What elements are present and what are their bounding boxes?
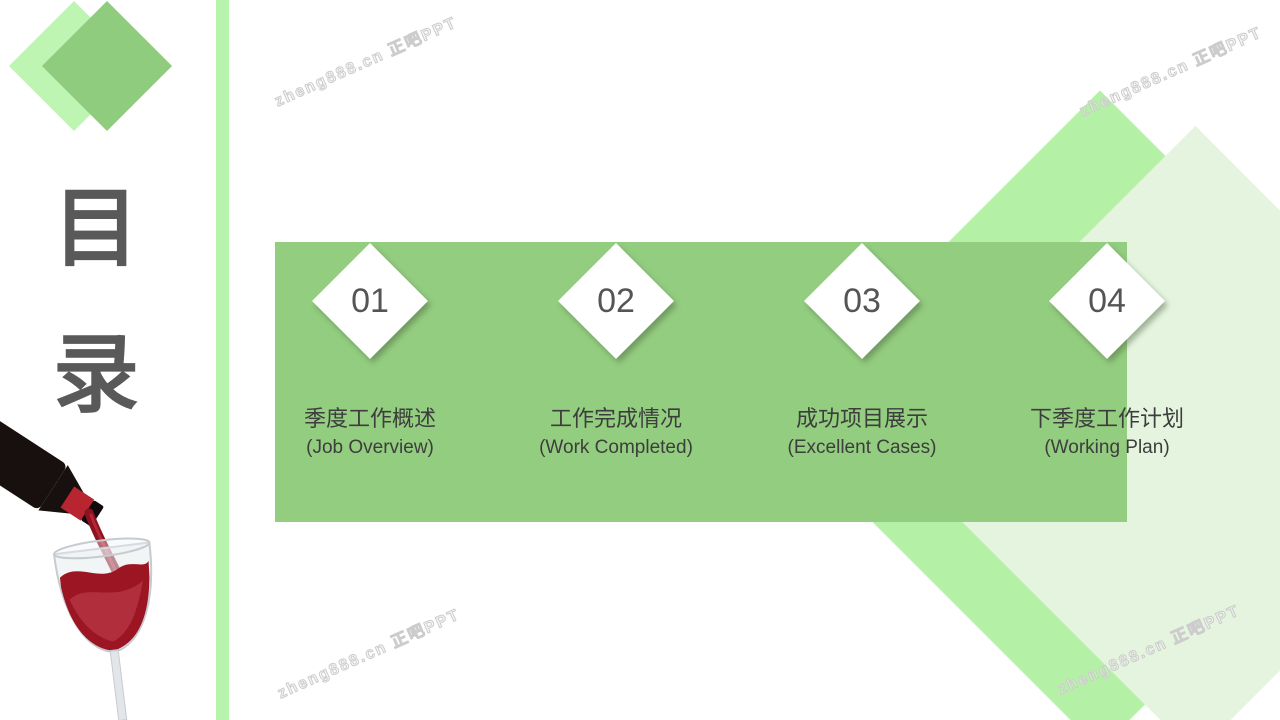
item-2-title-en: (Work Completed) (539, 437, 693, 458)
vertical-accent-stripe (216, 0, 229, 720)
item-3-title-en: (Excellent Cases) (787, 437, 937, 458)
toc-item-4[interactable]: 04 下季度工作计划 (Working Plan) (977, 242, 1237, 472)
item-2-number: 02 (597, 282, 635, 320)
watermark-bottom-left: zheng888.cn 正吧PPT (275, 606, 463, 703)
toc-item-1[interactable]: 01 季度工作概述 (Job Overview) (240, 242, 500, 472)
toc-item-2[interactable]: 02 工作完成情况 (Work Completed) (486, 242, 746, 472)
item-1-title-en: (Job Overview) (306, 437, 434, 458)
item-1-title-zh: 季度工作概述 (303, 406, 436, 431)
toc-item-3[interactable]: 03 成功项目展示 (Excellent Cases) (732, 242, 992, 472)
item-3-labels: 成功项目展示 (Excellent Cases) (732, 404, 992, 462)
item-3-number: 03 (843, 282, 881, 320)
watermark-top-right: zheng888.cn 正吧PPT (1077, 24, 1265, 121)
wine-glass-icon (52, 537, 153, 720)
item-4-title-en: (Working Plan) (1044, 437, 1170, 458)
item-3-title-zh: 成功项目展示 (795, 406, 928, 431)
title-char-1: 目 (53, 181, 139, 277)
toc-banner (275, 242, 1127, 522)
title-char-2: 录 (53, 327, 139, 423)
vertical-title: 目 录 (40, 156, 152, 448)
item-4-number: 04 (1088, 282, 1126, 320)
wine-photo (0, 420, 153, 720)
item-1-number: 01 (351, 282, 389, 320)
item-2-labels: 工作完成情况 (Work Completed) (486, 404, 746, 462)
watermark-top-left: zheng888.cn 正吧PPT (272, 14, 460, 111)
item-4-title-zh: 下季度工作计划 (1029, 406, 1184, 431)
item-1-labels: 季度工作概述 (Job Overview) (240, 404, 500, 462)
item-4-labels: 下季度工作计划 (Working Plan) (977, 404, 1237, 462)
item-2-title-zh: 工作完成情况 (549, 406, 682, 431)
